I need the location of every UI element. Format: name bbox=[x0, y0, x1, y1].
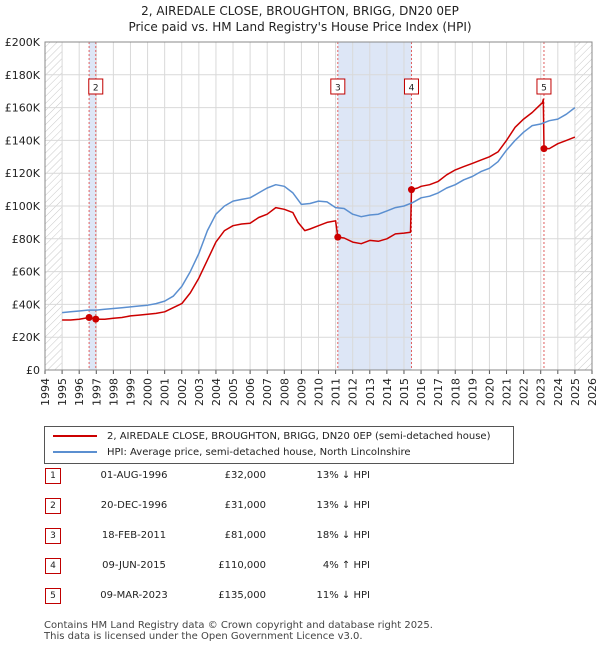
x-tick-label: 2012 bbox=[347, 378, 360, 406]
legend-swatch-blue bbox=[53, 451, 97, 453]
y-tick-label: £140K bbox=[5, 134, 41, 147]
row-hpi-comparison: 18% ↓ HPI bbox=[316, 530, 370, 541]
y-tick-label: £200K bbox=[5, 36, 41, 49]
sale-marker-5 bbox=[540, 145, 548, 153]
row-date: 20-DEC-1996 bbox=[100, 500, 168, 511]
footer-attribution: Contains HM Land Registry data © Crown c… bbox=[44, 620, 433, 642]
x-tick-label: 2024 bbox=[552, 378, 565, 406]
x-tick-label: 2026 bbox=[586, 378, 599, 406]
y-tick-label: £0 bbox=[26, 364, 40, 377]
row-date: 09-JUN-2015 bbox=[102, 560, 166, 571]
sale-label-box bbox=[88, 78, 104, 95]
row-price: £135,000 bbox=[218, 590, 266, 601]
price-paid-line bbox=[62, 98, 576, 321]
row-date: 18-FEB-2011 bbox=[101, 530, 167, 541]
x-tick-label: 2004 bbox=[210, 378, 223, 406]
x-tick-label: 2008 bbox=[278, 378, 291, 406]
legend-item-hpi: HPI: Average price, semi-detached house,… bbox=[53, 446, 411, 460]
y-tick-label: £100K bbox=[5, 200, 41, 213]
legend-swatch-red bbox=[53, 435, 97, 437]
row-number-badge: 1 bbox=[45, 468, 61, 484]
row-number-badge: 4 bbox=[45, 558, 61, 574]
row-price: £81,000 bbox=[224, 530, 266, 541]
row-number-badge: 5 bbox=[45, 588, 61, 604]
x-tick-label: 1999 bbox=[124, 378, 137, 406]
row-price: £32,000 bbox=[224, 470, 266, 481]
y-tick-label: £40K bbox=[12, 298, 41, 311]
sale-label-number: 3 bbox=[335, 84, 341, 94]
x-tick-label: 2011 bbox=[330, 378, 343, 406]
sale-marker-4 bbox=[407, 186, 415, 194]
x-tick-label: 2017 bbox=[432, 378, 445, 406]
x-tick-label: 1998 bbox=[107, 378, 120, 406]
row-price: £31,000 bbox=[224, 500, 266, 511]
x-tick-label: 2015 bbox=[398, 378, 411, 406]
x-tick-label: 2014 bbox=[381, 378, 394, 406]
chart-legend: 2, AIREDALE CLOSE, BROUGHTON, BRIGG, DN2… bbox=[44, 426, 514, 464]
x-tick-label: 1995 bbox=[56, 378, 69, 406]
legend-item-price-paid: 2, AIREDALE CLOSE, BROUGHTON, BRIGG, DN2… bbox=[53, 430, 491, 444]
row-hpi-comparison: 13% ↓ HPI bbox=[316, 470, 370, 481]
table-row: 1 01-AUG-1996 £32,000 13% ↓ HPI bbox=[0, 468, 600, 498]
footer-licence-line: This data is licensed under the Open Gov… bbox=[44, 631, 363, 642]
sale-label-number: 5 bbox=[541, 84, 547, 94]
table-row: 2 20-DEC-1996 £31,000 13% ↓ HPI bbox=[0, 498, 600, 528]
x-tick-label: 2025 bbox=[569, 378, 582, 406]
x-tick-label: 2022 bbox=[518, 378, 531, 406]
x-tick-label: 2006 bbox=[244, 378, 257, 406]
y-tick-label: £80K bbox=[12, 233, 41, 246]
table-row: 5 09-MAR-2023 £135,000 11% ↓ HPI bbox=[0, 588, 600, 618]
row-date: 09-MAR-2023 bbox=[100, 590, 168, 601]
row-hpi-comparison: 4% ↑ HPI bbox=[322, 560, 370, 571]
x-tick-label: 2019 bbox=[466, 378, 479, 406]
x-tick-label: 2013 bbox=[364, 378, 377, 406]
sale-label-box bbox=[403, 78, 419, 95]
y-tick-label: £120K bbox=[5, 167, 41, 180]
x-tick-label: 2018 bbox=[449, 378, 462, 406]
x-tick-label: 2021 bbox=[501, 378, 514, 406]
sale-label-number: 4 bbox=[409, 84, 415, 94]
y-tick-label: £20K bbox=[12, 331, 41, 344]
x-tick-label: 2020 bbox=[483, 378, 496, 406]
row-price: £110,000 bbox=[218, 560, 266, 571]
row-date: 01-AUG-1996 bbox=[100, 470, 168, 481]
x-tick-label: 2023 bbox=[535, 378, 548, 406]
row-number-badge: 3 bbox=[45, 528, 61, 544]
legend-label-price-paid: 2, AIREDALE CLOSE, BROUGHTON, BRIGG, DN2… bbox=[107, 431, 491, 442]
x-tick-label: 1997 bbox=[90, 378, 103, 406]
legend-label-hpi: HPI: Average price, semi-detached house,… bbox=[107, 447, 411, 458]
sale-label-box bbox=[330, 78, 346, 95]
sale-marker-3 bbox=[334, 233, 342, 241]
x-tick-label: 1994 bbox=[39, 378, 52, 406]
chart-subtitle: Price paid vs. HM Land Registry's House … bbox=[128, 20, 472, 34]
hpi-line bbox=[62, 107, 576, 314]
y-tick-label: £60K bbox=[12, 266, 41, 279]
sale-marker-1 bbox=[85, 314, 93, 322]
x-tick-label: 2009 bbox=[295, 378, 308, 406]
x-tick-label: 2010 bbox=[313, 378, 326, 406]
sale-marker-2 bbox=[92, 315, 100, 323]
x-tick-label: 1996 bbox=[73, 378, 86, 406]
x-tick-label: 2003 bbox=[193, 378, 206, 406]
table-row: 4 09-JUN-2015 £110,000 4% ↑ HPI bbox=[0, 558, 600, 588]
table-row: 3 18-FEB-2011 £81,000 18% ↓ HPI bbox=[0, 528, 600, 558]
x-tick-label: 2016 bbox=[415, 378, 428, 406]
x-tick-label: 2002 bbox=[176, 378, 189, 406]
x-tick-label: 2001 bbox=[159, 378, 172, 406]
price-chart: £0 £20K £40K £60K £80K £100K £120K £140K £160K £1… bbox=[5, 36, 599, 406]
x-tick-label: 2000 bbox=[142, 378, 155, 406]
x-tick-label: 2007 bbox=[261, 378, 274, 406]
row-hpi-comparison: 13% ↓ HPI bbox=[316, 500, 370, 511]
y-tick-label: £180K bbox=[5, 69, 41, 82]
y-tick-label: £160K bbox=[5, 102, 41, 115]
chart-title-address: 2, AIREDALE CLOSE, BROUGHTON, BRIGG, DN2… bbox=[141, 4, 459, 18]
footer-copyright-line: Contains HM Land Registry data © Crown c… bbox=[44, 620, 433, 631]
row-number-badge: 2 bbox=[45, 498, 61, 514]
row-hpi-comparison: 11% ↓ HPI bbox=[316, 590, 370, 601]
sale-label-box bbox=[536, 78, 552, 95]
sale-label-number: 2 bbox=[93, 84, 99, 94]
plot-border bbox=[44, 41, 593, 371]
x-tick-label: 2005 bbox=[227, 378, 240, 406]
